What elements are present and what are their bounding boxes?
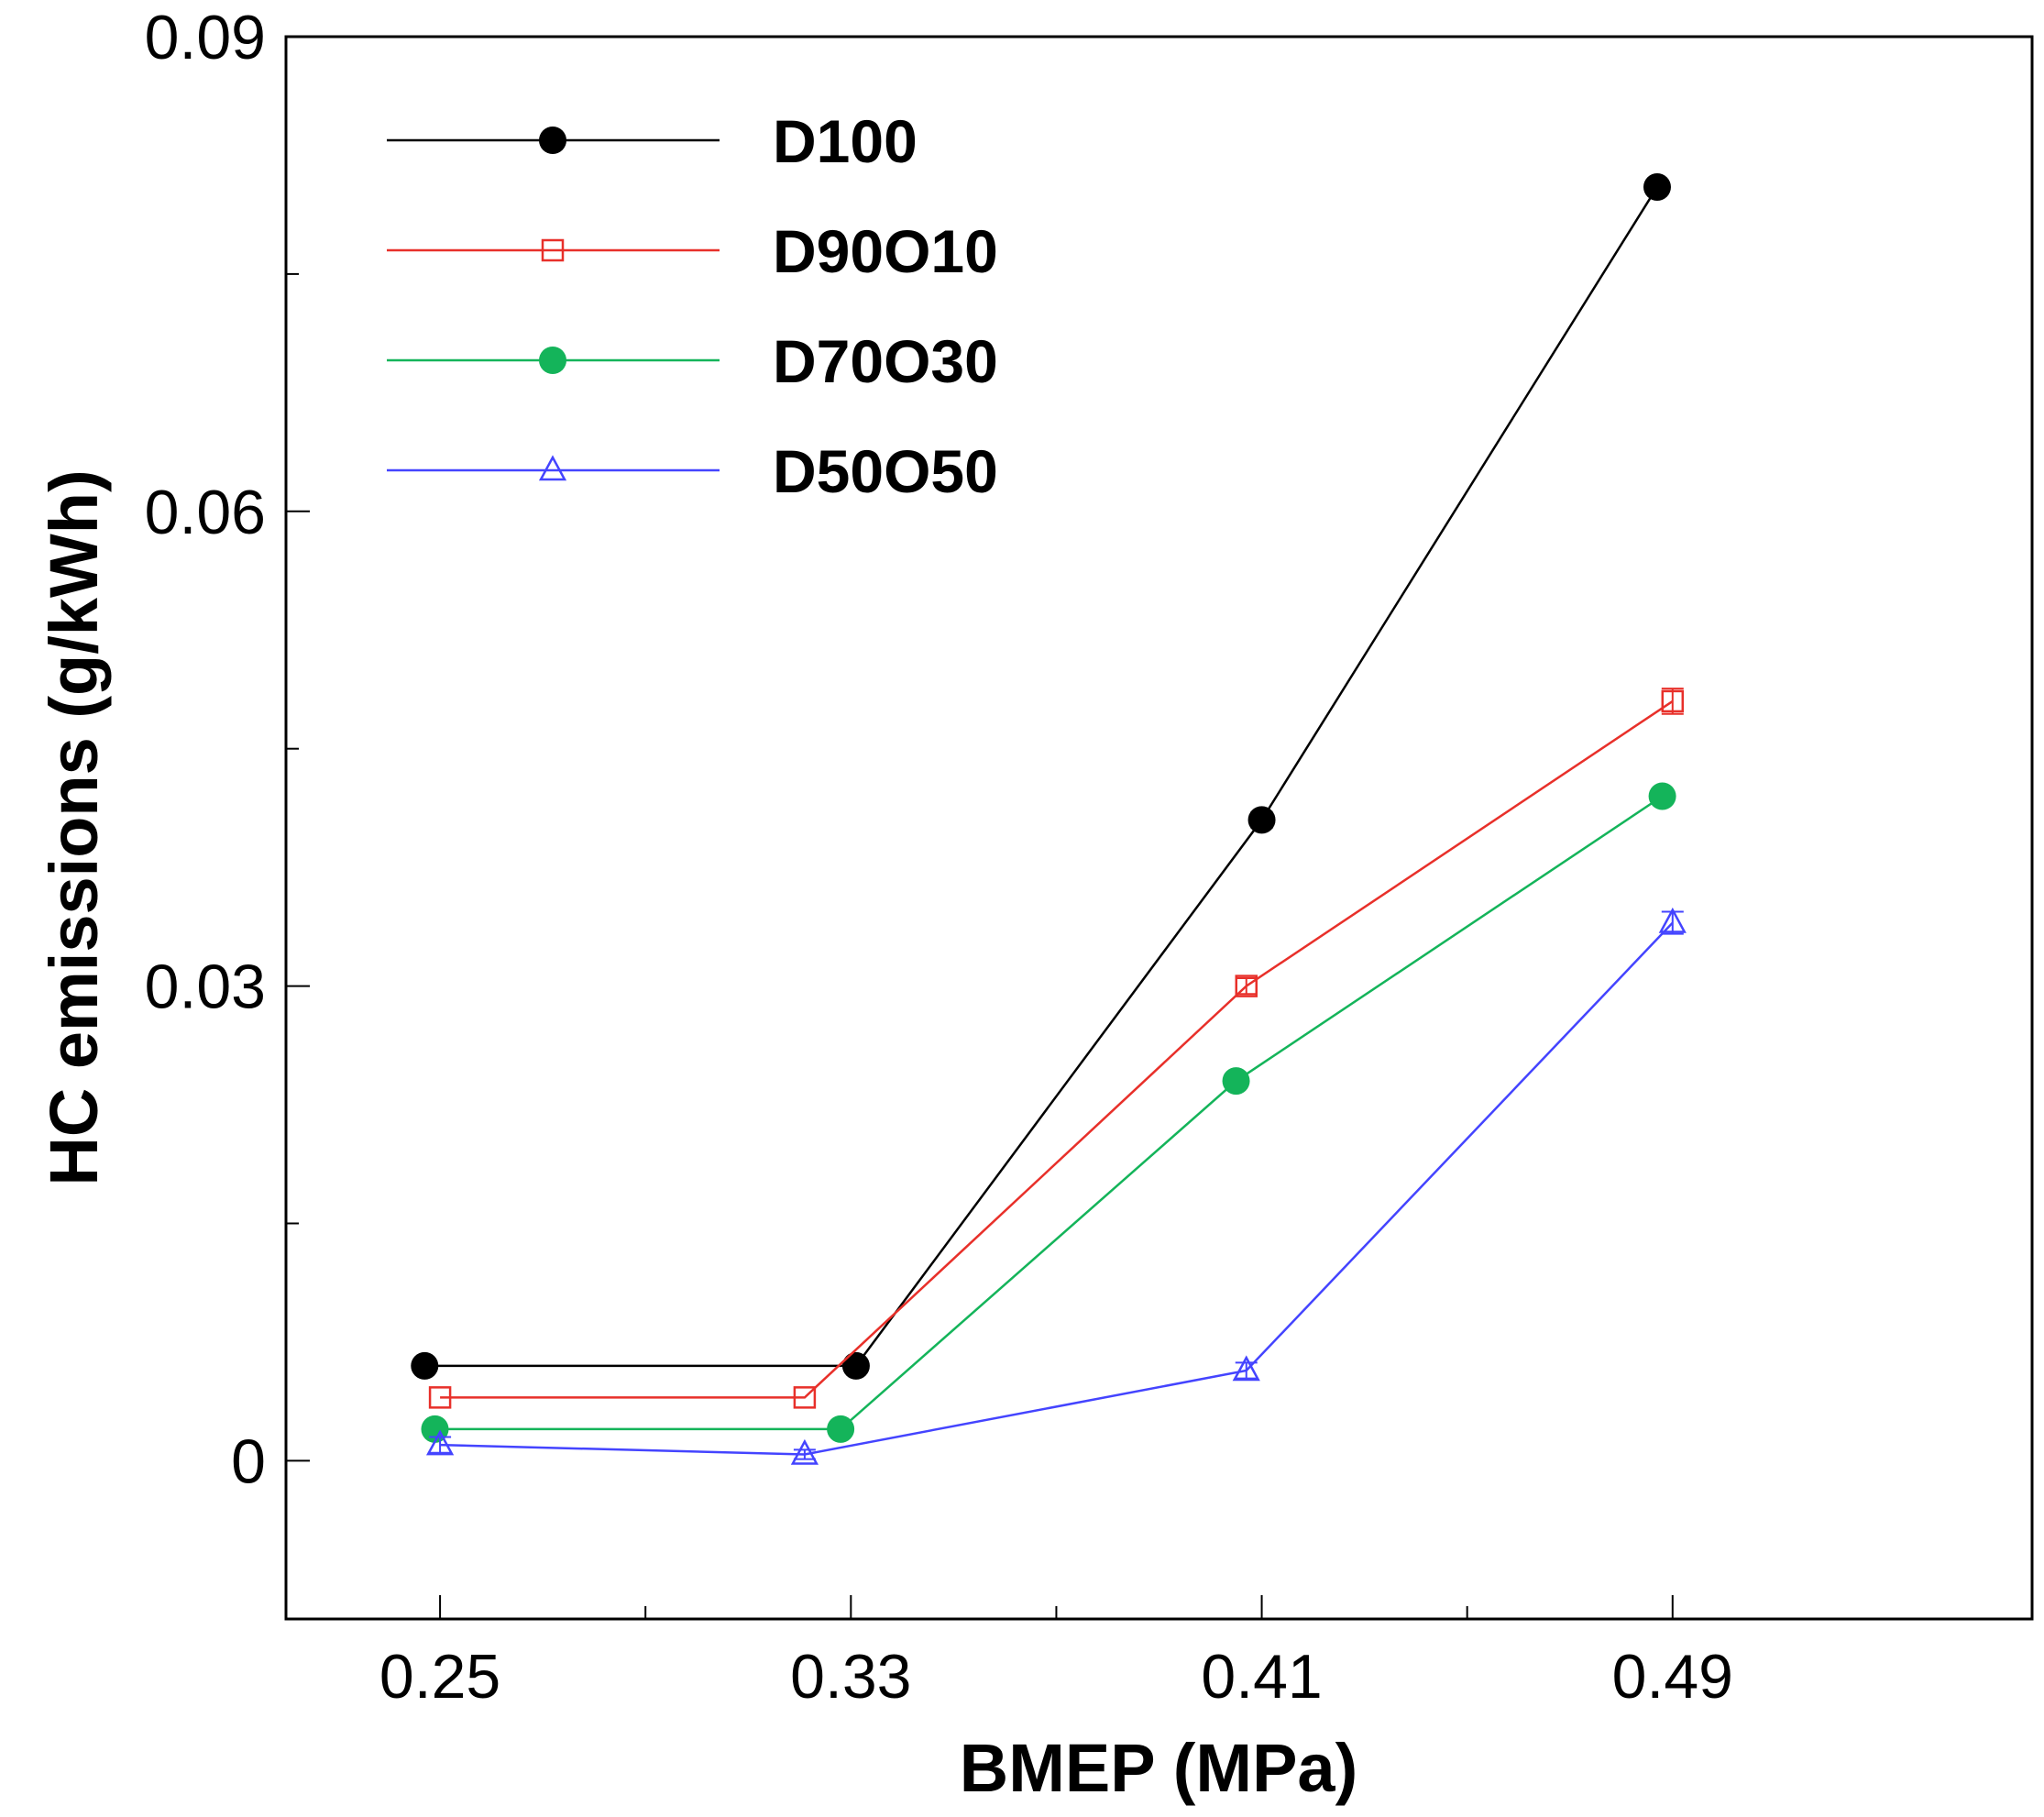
legend-item-d100: D100 bbox=[387, 107, 918, 175]
series-line bbox=[424, 186, 1659, 1368]
legend-marker bbox=[541, 238, 565, 262]
data-point bbox=[411, 1351, 439, 1380]
series-d70o30 bbox=[421, 782, 1676, 1443]
y-axis-title: HC emissions (g/kWh) bbox=[36, 469, 112, 1185]
legend-marker bbox=[539, 347, 566, 374]
x-tick-label: 0.41 bbox=[1201, 1642, 1322, 1712]
axis-ticks: 0.25 0.33 0.41 0.49 0 0.03 0.06 0.09 bbox=[145, 3, 1733, 1712]
legend-item-d70o30: D70O30 bbox=[387, 327, 998, 395]
data-point bbox=[827, 1415, 855, 1443]
data-point bbox=[1658, 907, 1687, 933]
y-tick-label: 0.03 bbox=[145, 953, 266, 1022]
y-tick-label: 0.09 bbox=[145, 3, 266, 72]
y-tick-label: 0.06 bbox=[145, 478, 266, 547]
series-layer bbox=[411, 172, 1687, 1465]
legend-label: D50O50 bbox=[773, 437, 998, 505]
series-d90o10 bbox=[428, 688, 1685, 1409]
data-point bbox=[1247, 806, 1276, 834]
data-point bbox=[1222, 1067, 1250, 1096]
legend-marker bbox=[539, 127, 566, 154]
legend-label: D70O30 bbox=[773, 327, 998, 395]
series-d50o50 bbox=[425, 907, 1687, 1465]
series-line bbox=[440, 699, 1674, 1399]
data-point bbox=[428, 1386, 452, 1409]
data-point bbox=[841, 1351, 870, 1380]
legend: D100 D90O10 D70O30 D50O50 bbox=[387, 107, 998, 505]
x-tick-label: 0.33 bbox=[790, 1642, 911, 1712]
series-line bbox=[434, 795, 1664, 1431]
data-point bbox=[425, 1429, 455, 1456]
legend-marker bbox=[538, 455, 567, 481]
legend-label: D100 bbox=[773, 107, 918, 175]
y-tick-label: 0 bbox=[231, 1426, 266, 1496]
data-point bbox=[793, 1386, 817, 1409]
series-d100 bbox=[411, 172, 1671, 1380]
x-tick-label: 0.25 bbox=[379, 1642, 500, 1712]
legend-label: D90O10 bbox=[773, 217, 998, 285]
legend-item-d50o50: D50O50 bbox=[387, 437, 998, 505]
series-line bbox=[440, 921, 1674, 1456]
data-point bbox=[1235, 975, 1258, 997]
data-point bbox=[790, 1438, 819, 1465]
x-tick-label: 0.49 bbox=[1612, 1642, 1733, 1712]
data-point bbox=[1648, 782, 1676, 810]
x-axis-title: BMEP (MPa) bbox=[960, 1730, 1357, 1806]
data-point bbox=[1643, 172, 1671, 201]
data-point bbox=[1232, 1355, 1260, 1382]
plot-frame bbox=[284, 35, 2034, 1621]
data-point bbox=[1661, 689, 1685, 713]
legend-item-d90o10: D90O10 bbox=[387, 217, 998, 285]
